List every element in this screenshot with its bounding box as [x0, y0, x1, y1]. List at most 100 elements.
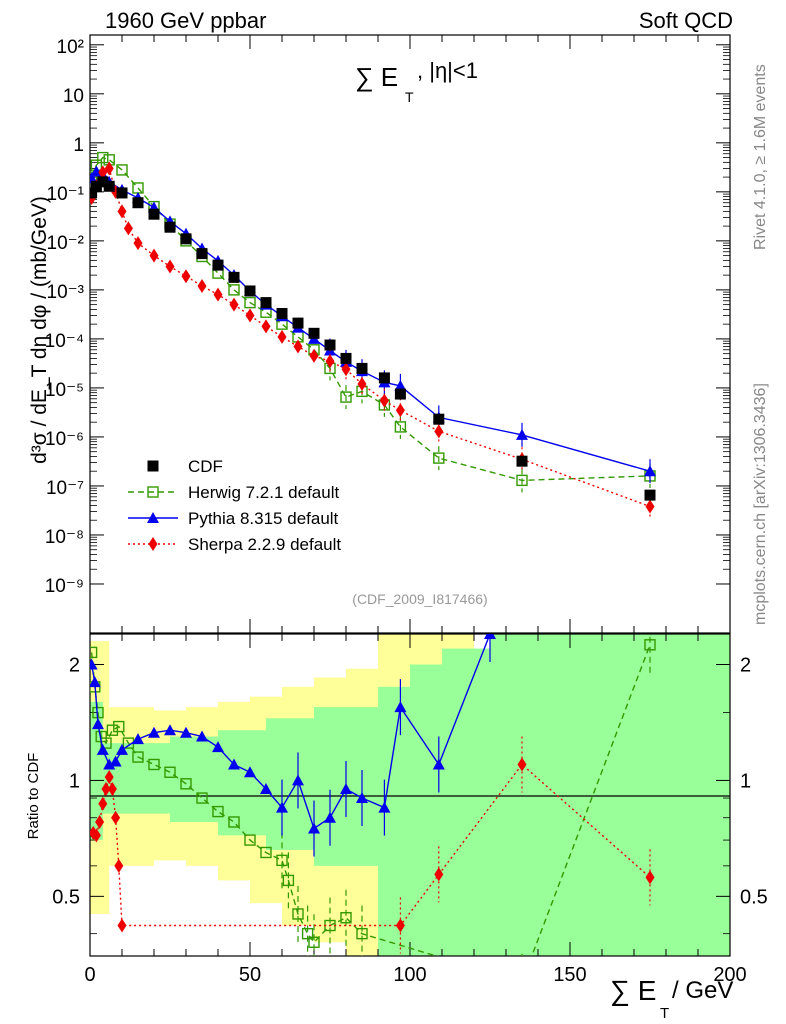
legend-label-data: CDF [188, 457, 223, 476]
legend-label-herwig: Herwig 7.2.1 default [188, 483, 339, 502]
ratio-point-pythia [212, 741, 224, 753]
series-line-pythia [91, 170, 651, 472]
series-data [90, 176, 656, 501]
ratio-y-tick-label-right: 2 [740, 654, 751, 676]
side-label-mcplots: mcplots.cern.ch [arXiv:1306.3436] [752, 383, 769, 625]
y-tick-label: 10⁻⁶ [45, 429, 84, 450]
ratio-point-herwig [340, 912, 352, 924]
band-stat-uncertainty [490, 634, 730, 956]
ratio-point-herwig [644, 639, 656, 651]
ratio-point-pythia [90, 676, 101, 688]
point-herwig [340, 391, 352, 403]
y-tick-label: 10⁻³ [47, 282, 85, 303]
ratio-point-pythia [132, 733, 144, 745]
ratio-point-herwig [196, 792, 208, 804]
point-sherpa [123, 221, 133, 236]
xlabel-sum-e: ∑ E [610, 975, 656, 1006]
ratio-point-pythia [148, 726, 160, 738]
ratio-point-herwig [180, 778, 192, 790]
ratio-point-herwig [90, 646, 98, 659]
ratio-point-sherpa [101, 781, 111, 796]
point-sherpa [117, 204, 127, 219]
ratio-point-sherpa [434, 867, 444, 882]
ratio-point-herwig [228, 816, 240, 828]
ratio-point-herwig [212, 805, 224, 818]
point-data [90, 180, 102, 192]
ratio-y-tick-label: 1 [69, 770, 80, 792]
point-data [260, 297, 272, 309]
series-sherpa [90, 161, 655, 519]
ratio-series-pythia [90, 634, 496, 857]
xlabel-unit: / GeV [672, 977, 733, 1004]
point-sherpa [181, 269, 191, 284]
ratio-point-pythia [276, 801, 288, 813]
y-tick-label: 10⁻¹ [47, 184, 85, 205]
legend-marker-herwig [147, 486, 159, 498]
point-sherpa [277, 329, 287, 344]
point-data [103, 180, 115, 192]
ratio-point-sherpa [104, 770, 114, 785]
ratio-y-tick-label: 0.5 [52, 886, 80, 908]
band-stat-uncertainty [218, 730, 266, 836]
main-frame [89, 34, 731, 634]
ratio-point-pythia [292, 774, 304, 786]
ratio-point-pythia [92, 718, 104, 730]
ratio-point-herwig [276, 854, 288, 867]
y-tick-label: 10² [57, 37, 84, 58]
ratio-frame [89, 633, 731, 957]
ratio-y-tick-label-right: 0.5 [740, 886, 768, 908]
point-sherpa [133, 236, 143, 251]
legend-label-pythia: Pythia 8.315 default [188, 509, 339, 528]
y-tick-label: 10⁻⁸ [45, 527, 84, 548]
ratio-point-herwig [517, 977, 527, 987]
point-data [148, 208, 160, 220]
point-pythia [394, 379, 407, 391]
series-line-herwig [90, 156, 651, 482]
side-label-rivet: Rivet 4.1.0, ≥ 1.6M events [752, 64, 769, 250]
ratio-point-pythia [196, 730, 208, 742]
point-herwig [244, 296, 256, 309]
y-tick-label: 10⁻⁹ [45, 576, 84, 597]
point-herwig [433, 452, 445, 464]
ratio-point-herwig [301, 927, 314, 940]
y-tick-label: 10⁻⁵ [45, 380, 84, 401]
point-data [228, 271, 240, 283]
point-data [276, 307, 288, 319]
point-sherpa [104, 161, 114, 176]
ratio-point-pythia [484, 634, 496, 639]
point-sherpa [434, 424, 444, 439]
ratio-point-sherpa [91, 828, 101, 843]
y-tick-label: 1 [73, 135, 84, 156]
point-data [244, 285, 256, 297]
y-tick-label: 10 [63, 86, 84, 107]
point-herwig [516, 474, 528, 487]
ratio-point-herwig [244, 834, 256, 846]
x-tick-label: 150 [553, 964, 586, 986]
point-data [340, 352, 352, 364]
point-sherpa [197, 279, 207, 294]
ratio-point-pythia [90, 658, 98, 670]
ratio-point-pythia [116, 743, 128, 755]
point-data [356, 362, 368, 374]
point-data [164, 221, 176, 233]
ratio-point-pythia [164, 724, 176, 736]
point-data [433, 413, 445, 425]
series-herwig [90, 151, 656, 493]
point-pythia [644, 465, 656, 477]
point-sherpa [293, 339, 303, 354]
point-data [292, 317, 304, 329]
point-sherpa [379, 393, 389, 408]
ratio-point-sherpa [517, 757, 527, 772]
ratio-point-herwig [308, 936, 320, 948]
point-sherpa [645, 499, 655, 514]
header-energy-label: 1960 GeV ppbar [105, 8, 266, 33]
point-sherpa [395, 403, 405, 418]
legend-label-sherpa: Sherpa 2.2.9 default [188, 535, 341, 554]
band-stat-uncertainty [170, 736, 218, 822]
ratio-point-sherpa [107, 781, 117, 796]
ratio-point-pythia [394, 701, 407, 713]
main-title: ∑ E T , |η|<1 [355, 58, 478, 105]
ratio-point-herwig [113, 720, 125, 733]
ratio-point-herwig [106, 724, 119, 736]
ratio-point-herwig [356, 927, 368, 940]
